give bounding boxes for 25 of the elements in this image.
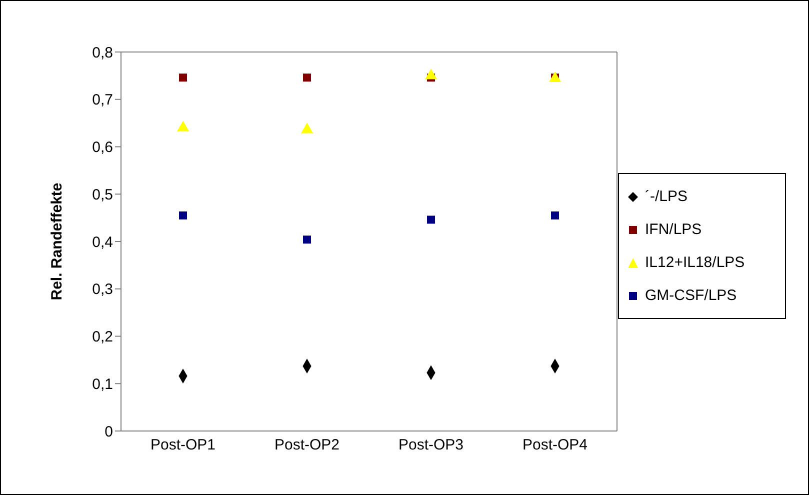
- point: [427, 216, 435, 224]
- point: [179, 211, 187, 220]
- y-tick-label: 0,1: [92, 376, 113, 393]
- x-tick-label: Post-OP2: [274, 436, 340, 454]
- point: [303, 74, 311, 82]
- y-tick-label: 0: [104, 423, 113, 440]
- point: [179, 74, 187, 82]
- x-tick-label: Post-OP1: [150, 436, 216, 454]
- x-tick-label: Post-OP3: [398, 436, 464, 454]
- y-tick-label: 0,7: [92, 92, 113, 109]
- y-tick-label: 0,4: [92, 234, 113, 251]
- legend-label: GM-CSF/LPS: [645, 287, 737, 304]
- point: [303, 236, 311, 244]
- x-tick-label: Post-OP4: [522, 436, 588, 454]
- y-tick-label: 0,3: [92, 281, 113, 298]
- y-tick-label: 0,2: [92, 328, 113, 346]
- y-tick-label: 0,8: [92, 44, 113, 62]
- point: [551, 211, 559, 220]
- legend-label: ´-/LPS: [645, 188, 688, 205]
- point: [548, 72, 562, 82]
- y-tick-label: 0,5: [92, 186, 113, 204]
- y-tick-label: 0,6: [92, 139, 113, 156]
- legend-label: IL12+IL18/LPS: [645, 254, 745, 271]
- legend-label: IFN/LPS: [645, 221, 702, 238]
- y-axis-title: Rel. Randeffekte: [48, 182, 66, 300]
